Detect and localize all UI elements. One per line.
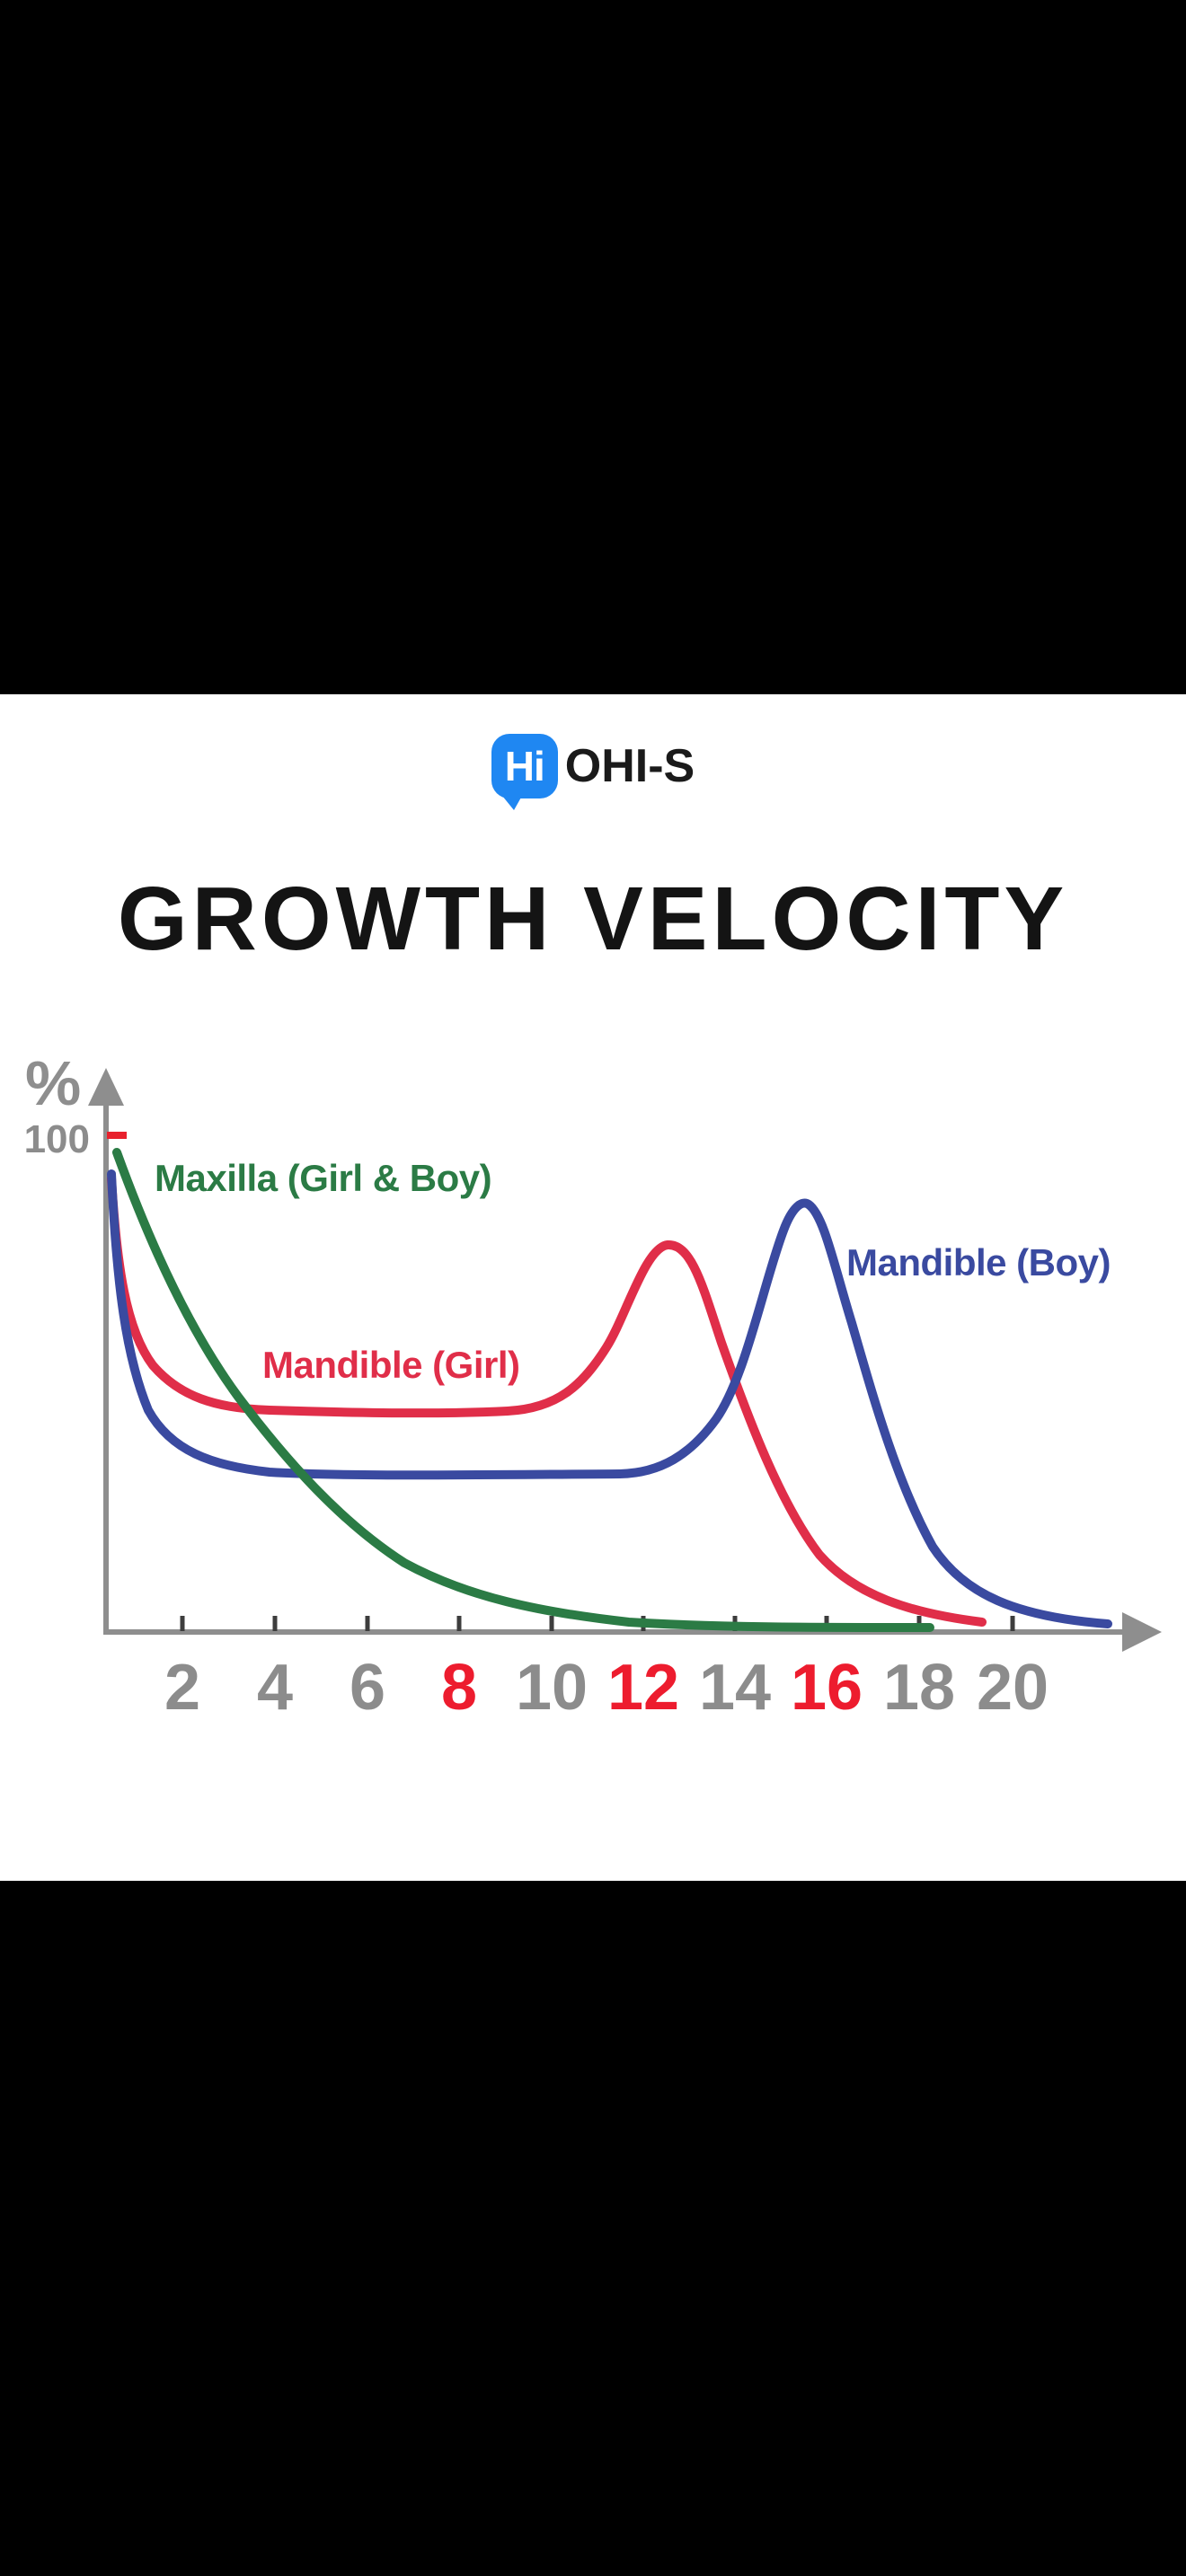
x-label-18: 18 (882, 1652, 956, 1724)
legend-maxilla-label: Maxilla (Girl & Boy) (155, 1157, 492, 1199)
brand-name: OHI-S (564, 740, 695, 792)
x-label-8: 8 (440, 1652, 478, 1724)
x-label-20: 20 (976, 1652, 1049, 1724)
speech-bubble-icon: Hi (491, 734, 558, 810)
bottom-letterbox-bar (0, 1881, 1186, 2576)
x-axis-arrowhead (1122, 1612, 1162, 1652)
top-letterbox-bar (0, 0, 1186, 694)
speech-bubble-tail (501, 796, 522, 810)
legend-mandible-boy-label: Mandible (Boy) (846, 1241, 1111, 1284)
x-label-4: 4 (256, 1652, 294, 1724)
x-label-14: 14 (698, 1652, 772, 1724)
y-axis-percent-symbol: % (25, 1048, 82, 1118)
infographic-panel: Hi OHI-S GROWTH VELOCITY (0, 694, 1186, 1881)
y-axis-100-label: 100 (23, 1117, 90, 1161)
brand-logo: Hi OHI-S (0, 734, 1186, 810)
x-label-16: 16 (790, 1652, 863, 1724)
x-label-6: 6 (349, 1652, 386, 1724)
x-label-2: 2 (164, 1652, 201, 1724)
page-title: GROWTH VELOCITY (117, 869, 1069, 969)
logo-hi-text: Hi (504, 743, 545, 790)
legend-mandible-girl-label: Mandible (Girl) (262, 1344, 520, 1386)
x-label-10: 10 (515, 1652, 589, 1724)
curve-maxilla (112, 1148, 934, 1632)
x-label-12: 12 (606, 1652, 680, 1724)
y-axis-arrowhead (88, 1068, 124, 1106)
